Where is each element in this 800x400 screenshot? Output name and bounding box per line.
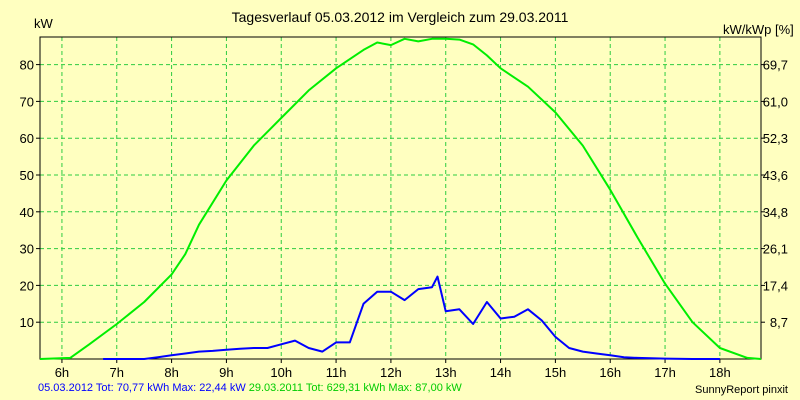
x-tick-label: 16h [599,365,621,380]
credit-text: SunnyReport pinxit [695,384,788,396]
series-lines [39,37,762,360]
chart-title: Tagesverlauf 05.03.2012 im Vergleich zum… [232,9,569,25]
y-tick-label-right: 43,6 [763,168,788,183]
axis-ticks: 6h 7h 8h 9h 10h 11h 12h 13h 14h 15h 16h 17h 18h 10 8,7… [20,58,788,380]
series-line-reference [39,37,762,360]
x-tick-label: 13h [435,365,457,380]
x-tick-label: 17h [654,365,676,380]
x-tick-label: 18h [709,365,731,380]
y-tick-label-right: 69,7 [763,58,788,73]
x-tick-label: 7h [110,365,124,380]
x-tick-label: 6h [55,365,69,380]
y-tick-label-right: 26,1 [763,242,788,257]
y-axis-label-right: kW/kWp [%] [723,22,794,37]
y-tick-label-left: 60 [20,131,34,146]
y-axis-label-left: kW [34,16,54,31]
y-tick-label-left: 80 [20,58,34,73]
legend-current: 05.03.2012 Tot: 70,77 kWh Max: 22,44 kW [38,382,246,394]
y-tick-label-left: 10 [20,315,34,330]
y-tick-label-right: 8,7 [770,315,788,330]
y-tick-label-left: 40 [20,205,34,220]
x-tick-label: 15h [545,365,567,380]
y-tick-label-left: 70 [20,94,34,109]
y-tick-label-right: 17,4 [763,278,788,293]
x-tick-label: 10h [270,365,292,380]
x-tick-label: 14h [490,365,512,380]
y-tick-label-left: 20 [20,278,34,293]
y-tick-label-right: 34,8 [763,205,788,220]
y-tick-label-left: 30 [20,242,34,257]
x-tick-label: 12h [380,365,402,380]
series-line-current [103,275,720,360]
chart-footer: 05.03.2012 Tot: 70,77 kWh Max: 22,44 kW … [38,382,462,394]
legend-reference: 29.03.2011 Tot: 629,31 kWh Max: 87,00 kW [248,382,462,394]
x-tick-label: 9h [219,365,233,380]
grid-lines [40,37,761,359]
x-tick-label: 8h [164,365,178,380]
plot-frame [39,36,762,360]
x-tick-label: 11h [326,365,347,380]
y-tick-label-left: 50 [20,168,34,183]
y-tick-label-right: 61,0 [763,94,788,109]
y-tick-label-right: 52,3 [763,131,788,146]
